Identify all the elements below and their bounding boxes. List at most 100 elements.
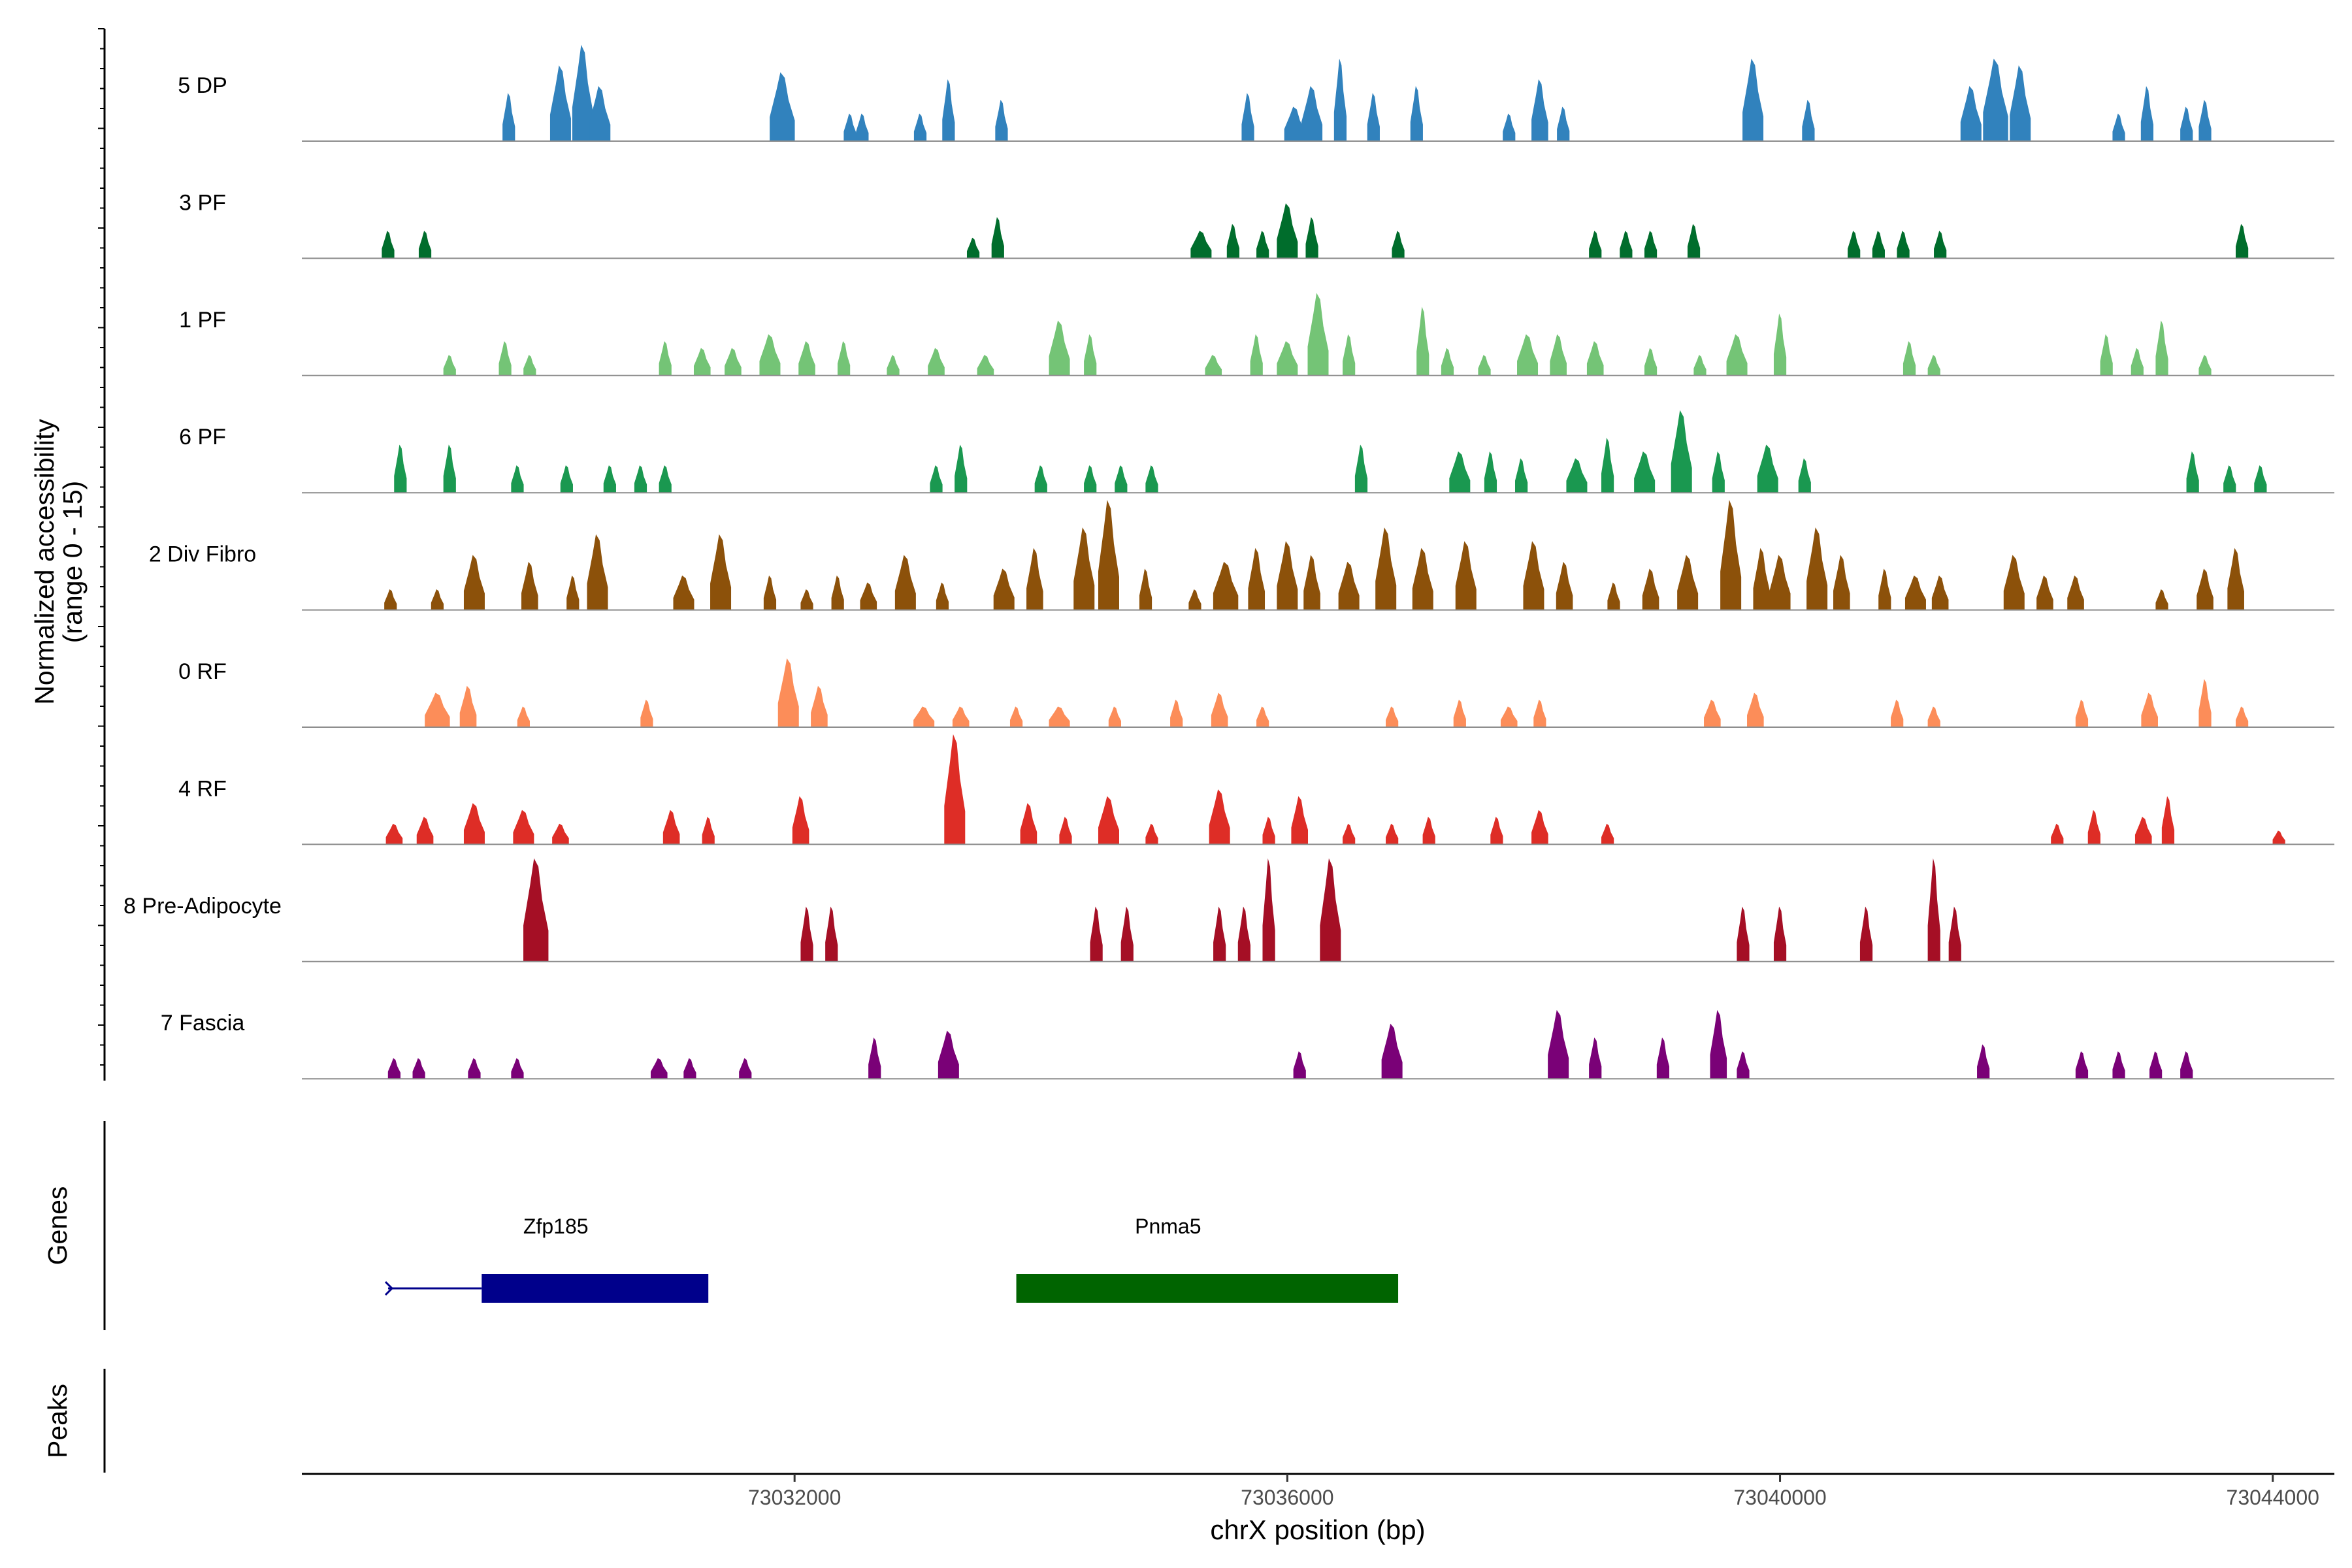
coverage-peak — [1416, 306, 1429, 376]
coverage-peak — [2198, 99, 2212, 141]
coverage-peak — [1983, 58, 2008, 141]
coverage-peak — [1566, 458, 1588, 493]
coverage-peak — [513, 809, 534, 845]
coverage-peak — [459, 685, 477, 727]
coverage-peak — [552, 823, 569, 845]
coverage-peak — [1960, 86, 1982, 141]
coverage-peak — [800, 906, 813, 962]
coverage-peak — [2161, 796, 2175, 845]
coverage-peak — [1642, 568, 1659, 610]
gene-label: Zfp185 — [523, 1215, 589, 1238]
coverage-peak — [1523, 541, 1544, 610]
coverage-peak — [2223, 465, 2236, 493]
coverage-peak — [1904, 575, 1926, 610]
coverage-peak — [1375, 527, 1397, 610]
coverage-peak — [1190, 231, 1212, 259]
coverage-peak — [1773, 314, 1787, 376]
coverage-peak — [589, 86, 611, 141]
coverage-peak — [2155, 589, 2168, 610]
coverage-peak — [2067, 575, 2084, 610]
coverage-peak — [1500, 706, 1518, 727]
coverage-peak — [2112, 1051, 2125, 1079]
track-label: 6 PF — [179, 425, 226, 449]
coverage-peak — [1693, 355, 1707, 376]
coverage-peak — [1533, 699, 1546, 727]
coverage-peak — [1548, 1009, 1569, 1079]
coverage-peak — [944, 734, 966, 845]
coverage-peak — [1284, 106, 1305, 141]
track-label: 1 PF — [179, 308, 226, 333]
coverage-peak — [511, 1058, 524, 1079]
coverage-peak — [1753, 547, 1771, 610]
coverage-peak — [1049, 320, 1070, 376]
coverage-peak — [1644, 348, 1658, 376]
coverage-peak — [1503, 113, 1516, 141]
coverage-peak — [1948, 906, 1961, 962]
coverage-peak — [1531, 809, 1548, 845]
coverage-peak — [1601, 823, 1614, 845]
coverage-peak — [2180, 1051, 2193, 1079]
coverage-peak — [566, 575, 580, 610]
coverage-peak — [868, 1037, 881, 1079]
coverage-peak — [1098, 796, 1119, 845]
coverage-peak — [1550, 334, 1567, 376]
coverage-peak — [1354, 444, 1368, 493]
coverage-peak — [1931, 575, 1949, 610]
coverage-peak — [1049, 706, 1070, 727]
x-axis-tick-label: 73036000 — [1241, 1486, 1333, 1509]
coverage-peak — [1927, 355, 1940, 376]
coverage-peak — [1802, 99, 1815, 141]
coverage-peak — [1484, 451, 1497, 493]
coverage-peak — [502, 93, 515, 141]
coverage-peak — [1120, 906, 1134, 962]
coverage-peak — [2112, 113, 2125, 141]
coverage-peak — [683, 1058, 696, 1079]
coverage-peak — [1170, 699, 1183, 727]
coverage-peak — [2227, 547, 2244, 610]
coverage-peak — [498, 341, 512, 376]
coverage-peak — [443, 355, 456, 376]
coverage-peak — [659, 341, 672, 376]
coverage-peak — [468, 1058, 481, 1079]
coverage-peak — [1009, 706, 1023, 727]
coverage-peak — [1213, 561, 1239, 610]
coverage-peak — [1977, 1044, 1990, 1079]
coverage-peak — [1687, 223, 1701, 259]
coverage-peak — [2180, 106, 2193, 141]
coverage-peak — [1262, 858, 1275, 962]
coverage-peak — [1090, 906, 1103, 962]
x-axis: 73032000 73036000 73040000 73044000 chrX po… — [302, 1473, 2334, 1545]
coverage-peak — [1644, 231, 1658, 259]
coverage-peak — [2010, 65, 2031, 141]
coverage-peak — [777, 658, 799, 727]
coverage-peak — [394, 444, 407, 493]
coverage-peak — [634, 465, 647, 493]
coverage-peak — [894, 555, 916, 610]
coverage-peak — [1301, 86, 1323, 141]
track-6-pf: 6 PF — [179, 410, 2334, 494]
coverage-peak — [838, 341, 851, 376]
coverage-peak — [1226, 223, 1240, 259]
coverage-peak — [938, 1030, 959, 1079]
gene-exon-block — [482, 1274, 709, 1303]
coverage-peak — [930, 465, 943, 493]
coverage-peak — [1241, 93, 1254, 141]
coverage-peak — [1747, 693, 1764, 727]
gene-strand-arrow — [384, 1281, 394, 1296]
coverage-peak — [763, 575, 777, 610]
coverage-peak — [770, 72, 795, 141]
coverage-peak — [416, 817, 434, 845]
coverage-peak — [1386, 706, 1399, 727]
track-label: 2 Div Fibro — [149, 542, 256, 567]
coverage-peak — [603, 465, 616, 493]
genes-panel: Genes Zfp185 Pnma5 — [42, 1121, 1399, 1330]
coverage-peak — [382, 231, 395, 259]
track-8-pre-adipocyte: 8 Pre-Adipocyte — [123, 858, 2334, 962]
track-7-fascia: 7 Fascia — [161, 1009, 2334, 1080]
coverage-peak — [2003, 555, 2025, 610]
coverage-peak — [1303, 555, 1320, 610]
coverage-peak — [952, 706, 970, 727]
coverage-peak — [1277, 341, 1298, 376]
coverage-peak — [1634, 451, 1656, 493]
